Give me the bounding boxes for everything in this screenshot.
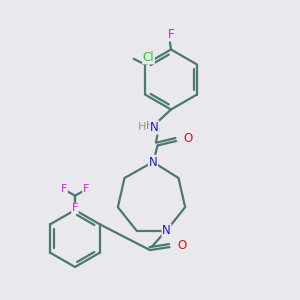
Text: H: H [137,122,146,133]
Text: F: F [72,203,78,213]
Text: O: O [177,239,186,252]
Text: F: F [83,184,89,194]
Text: N: N [148,155,158,169]
Text: O: O [184,131,193,145]
Text: F: F [168,28,174,41]
Text: N: N [150,121,159,134]
Text: N: N [162,224,171,237]
Text: Cl: Cl [142,51,154,64]
Text: H: H [146,121,154,131]
Text: F: F [61,184,67,194]
Text: N: N [148,155,158,169]
